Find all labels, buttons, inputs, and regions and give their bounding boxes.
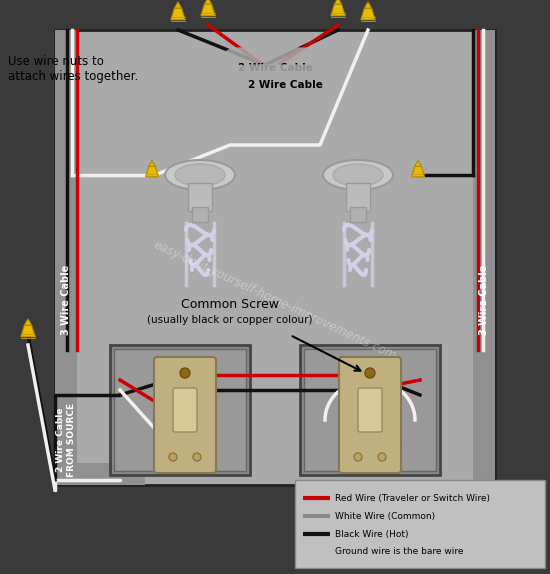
Bar xyxy=(350,207,366,222)
Bar xyxy=(114,349,246,471)
Polygon shape xyxy=(205,0,212,4)
Ellipse shape xyxy=(333,164,383,186)
FancyBboxPatch shape xyxy=(339,357,401,473)
Polygon shape xyxy=(21,325,35,337)
Polygon shape xyxy=(411,166,425,177)
FancyBboxPatch shape xyxy=(358,388,382,432)
Text: 2 Wire Cable: 2 Wire Cable xyxy=(248,80,322,90)
Ellipse shape xyxy=(165,160,235,190)
Bar xyxy=(188,183,212,211)
Polygon shape xyxy=(415,161,421,166)
Text: White Wire (Common): White Wire (Common) xyxy=(335,511,435,521)
Polygon shape xyxy=(174,2,182,8)
Text: 3 Wire Cable: 3 Wire Cable xyxy=(479,265,489,335)
Circle shape xyxy=(378,453,386,461)
Text: Common Screw: Common Screw xyxy=(181,298,279,312)
Circle shape xyxy=(365,368,375,378)
Text: Ground wire is the bare wire: Ground wire is the bare wire xyxy=(335,548,464,557)
Text: 3 Wire Cable: 3 Wire Cable xyxy=(61,265,71,335)
Bar xyxy=(295,480,545,568)
Bar xyxy=(473,30,495,485)
Polygon shape xyxy=(365,2,372,8)
Bar xyxy=(192,207,208,222)
Polygon shape xyxy=(171,8,185,20)
Text: 2 Wire Cable
FROM SOURCE: 2 Wire Cable FROM SOURCE xyxy=(56,403,76,477)
Bar xyxy=(110,345,250,475)
Bar xyxy=(55,30,495,485)
Polygon shape xyxy=(334,0,342,4)
Text: Red Wire (Traveler or Switch Wire): Red Wire (Traveler or Switch Wire) xyxy=(335,494,490,502)
Text: 2 Wire Cable: 2 Wire Cable xyxy=(238,63,312,73)
Polygon shape xyxy=(201,4,215,16)
Ellipse shape xyxy=(175,164,225,186)
Text: Black Wire (Hot): Black Wire (Hot) xyxy=(335,529,409,538)
Bar xyxy=(346,183,370,211)
Bar xyxy=(300,345,440,475)
Text: (usually black or copper colour): (usually black or copper colour) xyxy=(147,315,313,325)
Text: Use wire nuts to
attach wires together.: Use wire nuts to attach wires together. xyxy=(8,55,138,83)
Bar xyxy=(55,30,77,485)
Polygon shape xyxy=(149,161,155,166)
Ellipse shape xyxy=(323,160,393,190)
Polygon shape xyxy=(24,319,31,325)
Circle shape xyxy=(169,453,177,461)
FancyBboxPatch shape xyxy=(154,357,216,473)
Circle shape xyxy=(193,453,201,461)
Circle shape xyxy=(354,453,362,461)
Polygon shape xyxy=(331,4,345,16)
Bar xyxy=(304,349,436,471)
Text: easy-do-it-yourself-home-improvements.com: easy-do-it-yourself-home-improvements.co… xyxy=(152,238,398,362)
FancyBboxPatch shape xyxy=(173,388,197,432)
Polygon shape xyxy=(361,8,375,20)
Bar xyxy=(55,463,145,485)
Circle shape xyxy=(180,368,190,378)
Polygon shape xyxy=(146,166,158,177)
